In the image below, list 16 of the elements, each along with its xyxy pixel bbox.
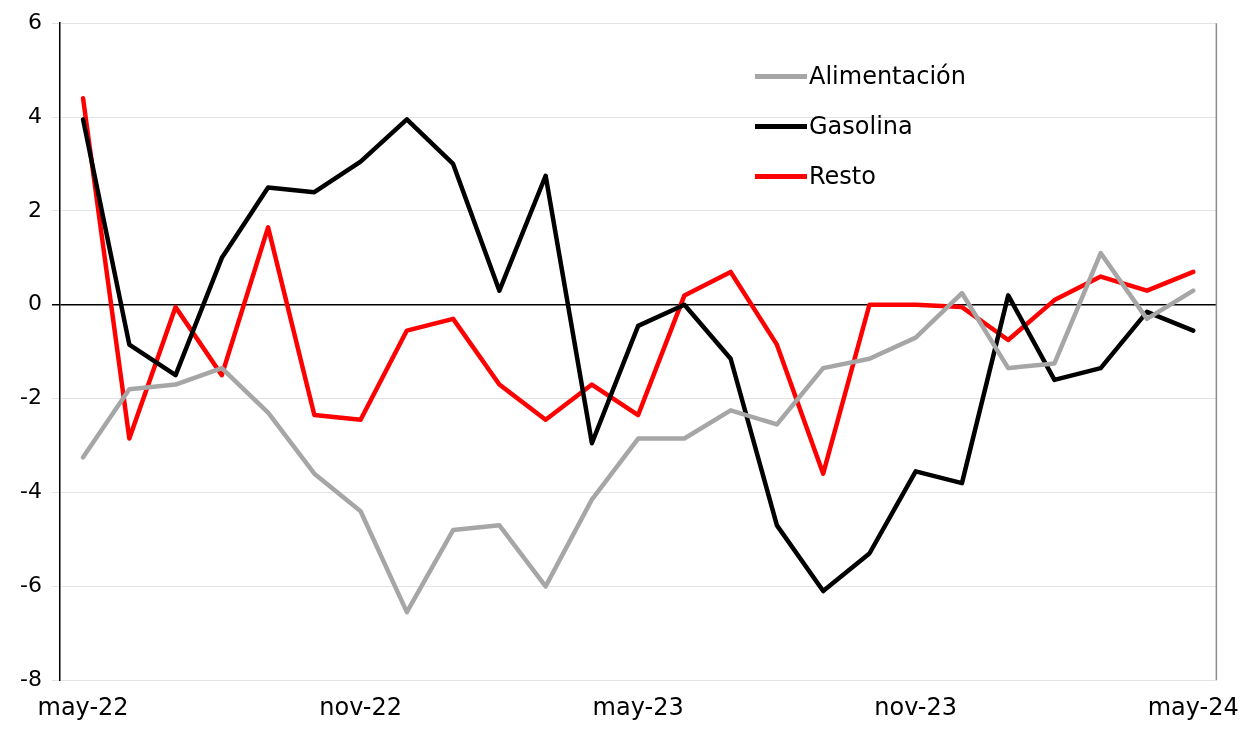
y-tick-label: 6: [27, 8, 42, 34]
x-tick-label: may-22: [37, 692, 129, 721]
y-tick-label: -8: [20, 665, 42, 691]
legend-label: Alimentación: [809, 62, 966, 90]
legend-label: Resto: [809, 162, 876, 190]
legend-label: Gasolina: [809, 112, 913, 140]
y-tick-label: 2: [27, 196, 42, 222]
y-tick-label: 0: [27, 290, 42, 316]
x-tick-label: may-23: [592, 692, 684, 721]
x-tick-label: nov-22: [319, 692, 402, 721]
y-tick-label: -2: [20, 384, 42, 410]
y-tick-label: -6: [20, 572, 42, 598]
x-tick-label: nov-23: [874, 692, 958, 721]
x-tick-label: may-24: [1147, 692, 1239, 721]
y-tick-label: -4: [20, 478, 42, 504]
y-tick-label: 4: [27, 102, 42, 128]
